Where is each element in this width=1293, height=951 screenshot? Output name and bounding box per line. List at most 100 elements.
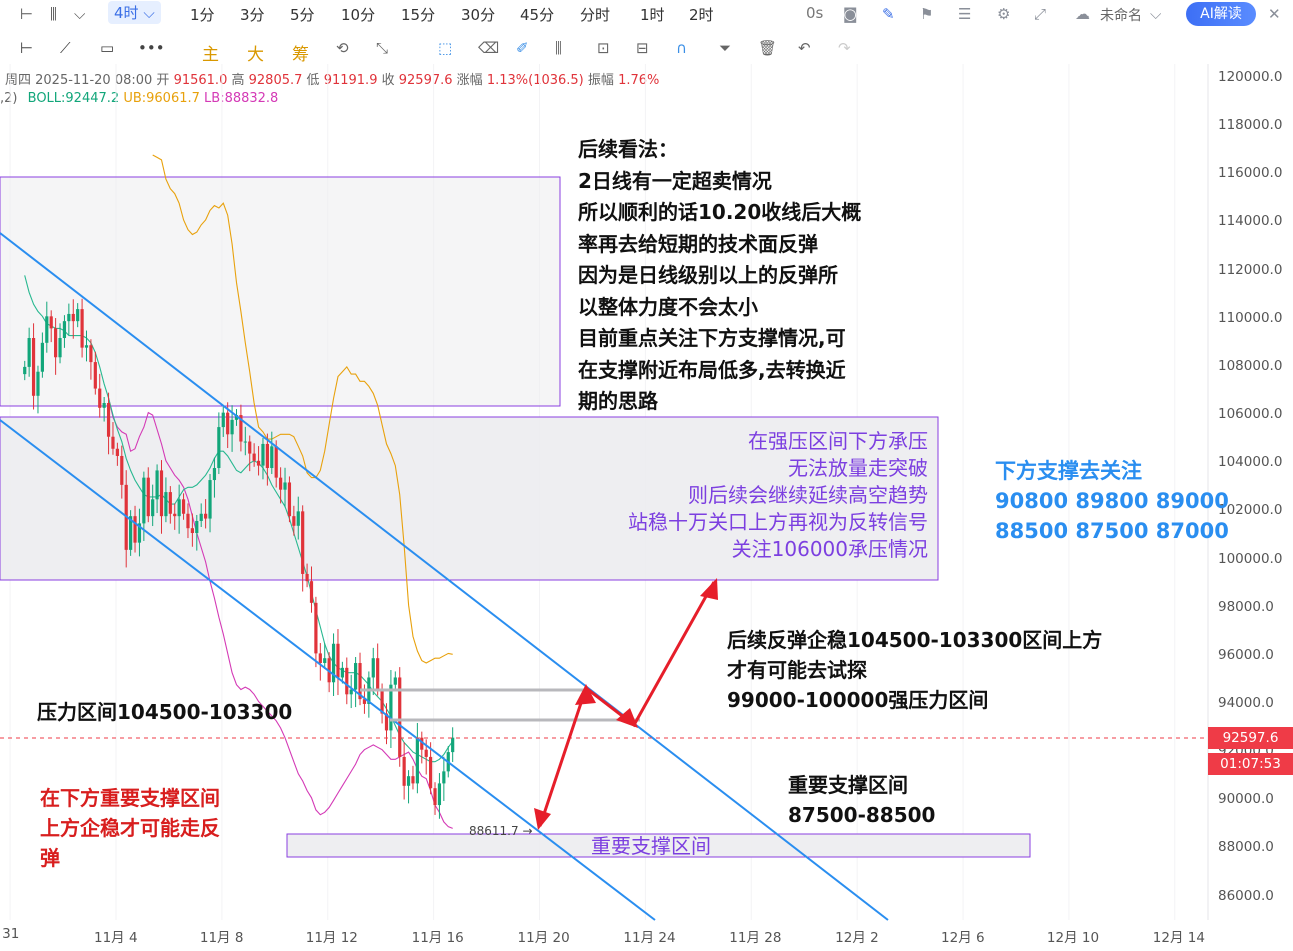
select-icon[interactable]: ⬚	[438, 39, 453, 57]
interval-2h[interactable]: 2时	[689, 6, 714, 24]
y-tick-label: 88000.0	[1218, 839, 1274, 856]
candle-body	[331, 643, 336, 683]
candle-type-icon[interactable]: ⫼	[50, 5, 57, 23]
auto-draw-icon[interactable]: ⟲	[336, 39, 349, 57]
low-marker: 88611.7 →	[469, 824, 533, 838]
hline-tool-icon[interactable]: ⊢	[20, 39, 34, 57]
chevron-down-icon[interactable]: ⌵	[74, 5, 86, 23]
tool-main[interactable]: 主	[202, 45, 219, 65]
layout-chevron-icon[interactable]: ⌵	[1150, 5, 1162, 23]
resistance-line: 则后续会继续延续高空趋势	[688, 483, 928, 507]
more-tools-icon[interactable]: •••	[138, 39, 165, 57]
interval-toolbar: ⊢ ⫼ ⌵ 4时 ⌵ 1分 3分 5分 10分 15分 30分 45分 分时 1…	[0, 0, 1293, 28]
amp-label: 振幅	[587, 73, 614, 88]
y-tick-label: 100000.0	[1218, 550, 1283, 567]
y-tick-label: 98000.0	[1218, 598, 1274, 615]
cursor-icon[interactable]: ⊢	[20, 5, 34, 23]
support-line: 90800 89800 89000	[995, 489, 1229, 513]
candle-body	[217, 427, 221, 469]
interval-1m[interactable]: 1分	[190, 6, 215, 24]
list-icon[interactable]: ☰	[958, 5, 972, 23]
bar-date: 周四 2025-11-20 08:00	[5, 73, 153, 88]
candle-body	[318, 653, 322, 664]
x-tick-label: 31	[2, 926, 20, 942]
filter-icon[interactable]: ⏷	[719, 39, 732, 57]
candle-body	[190, 528, 194, 534]
interval-30m[interactable]: 30分	[461, 6, 496, 24]
y-tick-label: 104000.0	[1218, 454, 1283, 471]
outlook-line: 后续看法：	[578, 137, 678, 161]
edit-icon[interactable]: ⊟	[636, 39, 649, 57]
candle-body	[393, 677, 397, 685]
close-icon[interactable]: ✕	[1268, 5, 1281, 23]
candle-body	[164, 492, 168, 517]
brush-icon[interactable]: ✐	[516, 39, 529, 57]
interval-active-label: 4时	[114, 4, 139, 22]
y-tick-label: 118000.0	[1218, 117, 1283, 134]
low-value: 91191.9	[323, 73, 378, 88]
outlook-line: 以整体力度不会太小	[578, 294, 758, 319]
candle-body	[433, 788, 437, 806]
eraser-icon[interactable]: ⌫	[478, 39, 500, 57]
y-tick-label: 110000.0	[1218, 309, 1283, 326]
candle-body	[411, 776, 415, 784]
tool-big[interactable]: 大	[247, 45, 264, 65]
candle-body	[67, 313, 71, 322]
interval-5m[interactable]: 5分	[290, 6, 315, 24]
candle-body	[314, 602, 318, 654]
ai-interpret-button[interactable]: AI解读	[1186, 2, 1256, 26]
settings-icon[interactable]: ⚙	[997, 5, 1011, 23]
boll-lower-line	[108, 398, 453, 829]
pressure-zone-label: 压力区间104500-103300	[37, 700, 293, 724]
candle-body	[129, 516, 133, 550]
y-tick-label: 86000.0	[1218, 887, 1274, 904]
last-price-tag: 92597.6	[1208, 727, 1293, 749]
y-tick-label: 114000.0	[1218, 213, 1283, 230]
candle-body	[221, 412, 225, 428]
tool-chip[interactable]: 筹	[292, 45, 309, 65]
candle-body	[226, 412, 230, 435]
lock-icon[interactable]: ⊡	[597, 39, 610, 57]
high-label: 高	[231, 73, 245, 88]
redo-icon[interactable]: ↷	[838, 39, 851, 57]
cloud-icon[interactable]: ☁	[1075, 5, 1090, 23]
close-value: 92597.6	[398, 73, 453, 88]
resistance-line: 无法放量走突破	[788, 456, 928, 480]
candle-body	[292, 516, 296, 526]
bars-icon[interactable]: ⫼	[555, 39, 562, 57]
x-tick-label: 11月 12	[305, 930, 358, 946]
trendline-tool-icon[interactable]: ⟋	[60, 39, 71, 57]
trash-icon[interactable]: 🗑	[758, 39, 778, 57]
undo-icon[interactable]: ↶	[798, 39, 811, 57]
x-tick-label: 11月 8	[199, 930, 244, 946]
outlook-line: 率再去给短期的技术面反弹	[578, 231, 818, 256]
interval-timeshare[interactable]: 分时	[580, 6, 611, 24]
interval-3m[interactable]: 3分	[240, 6, 265, 24]
candle-body	[336, 643, 340, 678]
interval-1h[interactable]: 1时	[640, 6, 665, 24]
resistance-line: 关注106000承压情况	[731, 537, 928, 561]
measure-icon[interactable]: ⤡	[376, 39, 389, 57]
magnet-icon[interactable]: ∩	[676, 39, 687, 57]
pencil-icon[interactable]: ✎	[882, 5, 895, 23]
candle-body	[36, 371, 40, 396]
refresh-seconds[interactable]: 0s	[806, 4, 824, 22]
camera-icon[interactable]: ◙	[843, 5, 858, 23]
interval-10m[interactable]: 10分	[341, 6, 376, 24]
candle-body	[168, 492, 172, 514]
x-tick-label: 11月 28	[729, 930, 782, 946]
interval-15m[interactable]: 15分	[401, 6, 436, 24]
rect-tool-icon[interactable]: ▭	[100, 39, 115, 57]
flag-icon[interactable]: ⚑	[920, 5, 934, 23]
resistance-note: 在强压区间下方承压 无法放量走突破 则后续会继续延续高空趋势 站稳十万关口上方再…	[628, 428, 928, 563]
candle-body	[243, 441, 247, 443]
layout-name[interactable]: 未命名	[1100, 8, 1142, 24]
interval-45m[interactable]: 45分	[520, 6, 555, 24]
outlook-line: 期的思路	[578, 389, 658, 413]
fullscreen-icon[interactable]: ⤢	[1034, 5, 1047, 23]
candle-body	[93, 362, 97, 389]
y-tick-label: 116000.0	[1218, 165, 1283, 182]
outlook-line: 目前重点关注下方支撑情况,可	[578, 326, 846, 350]
interval-4h-button[interactable]: 4时 ⌵	[108, 1, 161, 24]
